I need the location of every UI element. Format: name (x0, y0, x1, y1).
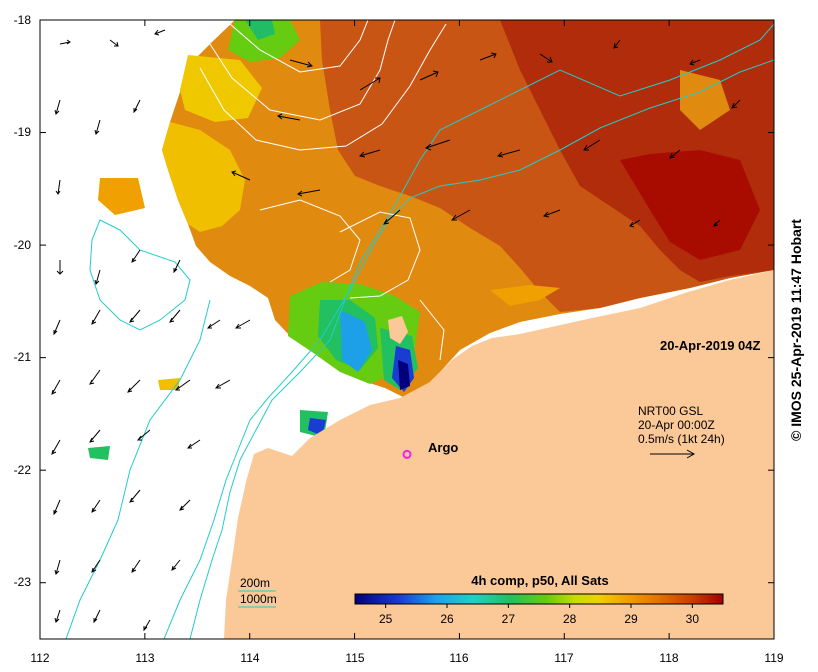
sst-field (88, 20, 774, 460)
isobath-legend-200: 200m (240, 576, 270, 590)
y-tick-label: -19 (14, 125, 32, 139)
y-axis-labels: -18 -19 -20 -21 -22 -23 (14, 13, 32, 589)
colorbar-tick-label: 30 (686, 612, 700, 626)
x-tick-label: 114 (240, 651, 259, 665)
x-tick-label: 112 (30, 651, 49, 665)
colorbar-tick-label: 26 (440, 612, 454, 626)
colorbar-ticks: 25 26 27 28 29 30 (379, 604, 699, 626)
colorbar: 4h comp, p50, All Sats 25 26 27 28 29 30 (354, 573, 724, 626)
sst-contours (199, 20, 447, 361)
y-tick-label: -23 (14, 575, 32, 589)
current-legend-line3: 0.5m/s (1kt 24h) (638, 432, 725, 446)
y-tick-label: -20 (14, 238, 32, 252)
current-legend-line1: NRT00 GSL (638, 404, 703, 418)
colorbar-tick-label: 25 (379, 612, 393, 626)
map-timestamp: 20-Apr-2019 04Z (660, 338, 760, 353)
colorbar-tick-label: 27 (502, 612, 516, 626)
colorbar-tick-label: 29 (624, 612, 638, 626)
y-tick-label: -18 (14, 13, 32, 27)
y-tick-label: -22 (14, 463, 32, 477)
land-mass (224, 270, 774, 639)
island (388, 316, 408, 344)
current-vectors (51, 29, 741, 632)
x-tick-label: 118 (659, 651, 678, 665)
current-legend-line2: 20-Apr 00:00Z (638, 418, 715, 432)
credit-text: © IMOS 25-Apr-2019 11:47 Hobart (788, 219, 804, 441)
argo-marker[interactable] (402, 449, 412, 459)
colorbar-tick-label: 28 (563, 612, 577, 626)
isobath-legend-1000: 1000m (240, 592, 277, 606)
isobath-legend: 200m 1000m (238, 576, 277, 608)
x-tick-label: 119 (764, 651, 783, 665)
argo-label: Argo (428, 440, 458, 455)
x-axis-ticks (39, 20, 775, 639)
y-axis-ticks (40, 19, 774, 584)
x-tick-label: 117 (554, 651, 573, 665)
current-legend: NRT00 GSL 20-Apr 00:00Z 0.5m/s (1kt 24h) (638, 404, 725, 459)
x-tick-label: 115 (345, 651, 364, 665)
colorbar-title: 4h comp, p50, All Sats (471, 573, 609, 588)
x-tick-label: 113 (135, 651, 154, 665)
x-axis-labels: 112 113 114 115 116 117 118 119 (30, 651, 783, 665)
y-tick-label: -21 (14, 350, 32, 364)
plot-frame (39, 19, 775, 640)
x-tick-label: 116 (449, 651, 468, 665)
colorbar-gradient (354, 593, 724, 605)
current-scale-arrow-icon (650, 449, 696, 459)
